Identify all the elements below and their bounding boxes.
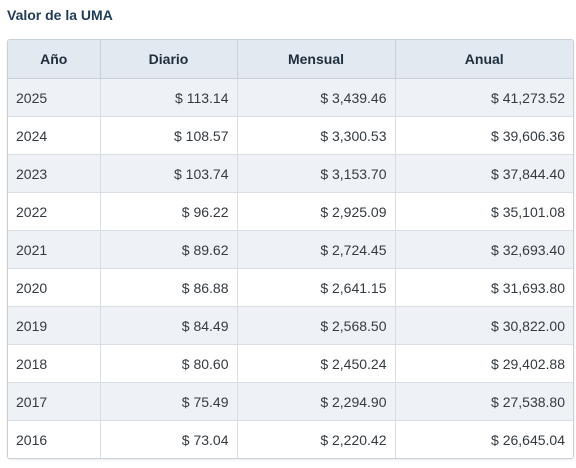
cell-year: 2022 bbox=[8, 192, 101, 231]
table-row: 2025 $ 113.14 $ 3,439.46 $ 41,273.52 bbox=[8, 78, 573, 117]
table-row: 2017 $ 75.49 $ 2,294.90 $ 27,538.80 bbox=[8, 382, 573, 421]
uma-table-container: Año Diario Mensual Anual 2025 $ 113.14 $… bbox=[7, 39, 574, 459]
cell-year: 2018 bbox=[8, 344, 101, 383]
cell-annual: $ 27,538.80 bbox=[395, 382, 573, 421]
cell-daily: $ 103.74 bbox=[100, 154, 238, 193]
table-row: 2023 $ 103.74 $ 3,153.70 $ 37,844.40 bbox=[8, 154, 573, 193]
cell-annual: $ 37,844.40 bbox=[395, 154, 573, 193]
cell-monthly: $ 2,450.24 bbox=[237, 344, 396, 383]
cell-year: 2017 bbox=[8, 382, 101, 421]
uma-table: Año Diario Mensual Anual 2025 $ 113.14 $… bbox=[8, 40, 573, 458]
table-row: 2022 $ 96.22 $ 2,925.09 $ 35,101.08 bbox=[8, 192, 573, 231]
page-title: Valor de la UMA bbox=[7, 7, 113, 23]
cell-year: 2020 bbox=[8, 268, 101, 307]
cell-annual: $ 29,402.88 bbox=[395, 344, 573, 383]
table-row: 2024 $ 108.57 $ 3,300.53 $ 39,606.36 bbox=[8, 116, 573, 155]
cell-daily: $ 86.88 bbox=[100, 268, 238, 307]
table-row: 2019 $ 84.49 $ 2,568.50 $ 30,822.00 bbox=[8, 306, 573, 345]
cell-annual: $ 32,693.40 bbox=[395, 230, 573, 269]
cell-monthly: $ 2,220.42 bbox=[237, 420, 396, 458]
header-annual: Anual bbox=[395, 40, 573, 79]
cell-year: 2025 bbox=[8, 78, 101, 117]
cell-annual: $ 30,822.00 bbox=[395, 306, 573, 345]
table-header: Año Diario Mensual Anual bbox=[8, 40, 573, 79]
cell-daily: $ 113.14 bbox=[100, 78, 238, 117]
cell-monthly: $ 2,925.09 bbox=[237, 192, 396, 231]
cell-year: 2019 bbox=[8, 306, 101, 345]
cell-daily: $ 73.04 bbox=[100, 420, 238, 458]
table-body: 2025 $ 113.14 $ 3,439.46 $ 41,273.52 202… bbox=[8, 78, 573, 458]
cell-year: 2023 bbox=[8, 154, 101, 193]
cell-daily: $ 108.57 bbox=[100, 116, 238, 155]
cell-year: 2021 bbox=[8, 230, 101, 269]
cell-annual: $ 31,693.80 bbox=[395, 268, 573, 307]
cell-monthly: $ 3,439.46 bbox=[237, 78, 396, 117]
header-daily: Diario bbox=[100, 40, 238, 79]
cell-monthly: $ 2,641.15 bbox=[237, 268, 396, 307]
cell-annual: $ 39,606.36 bbox=[395, 116, 573, 155]
table-row: 2018 $ 80.60 $ 2,450.24 $ 29,402.88 bbox=[8, 344, 573, 383]
cell-annual: $ 35,101.08 bbox=[395, 192, 573, 231]
cell-daily: $ 80.60 bbox=[100, 344, 238, 383]
cell-monthly: $ 3,153.70 bbox=[237, 154, 396, 193]
cell-year: 2016 bbox=[8, 420, 101, 458]
cell-daily: $ 75.49 bbox=[100, 382, 238, 421]
cell-daily: $ 84.49 bbox=[100, 306, 238, 345]
cell-year: 2024 bbox=[8, 116, 101, 155]
cell-annual: $ 26,645.04 bbox=[395, 420, 573, 458]
cell-daily: $ 96.22 bbox=[100, 192, 238, 231]
header-monthly: Mensual bbox=[237, 40, 396, 79]
cell-annual: $ 41,273.52 bbox=[395, 78, 573, 117]
table-row: 2016 $ 73.04 $ 2,220.42 $ 26,645.04 bbox=[8, 420, 573, 458]
cell-monthly: $ 2,294.90 bbox=[237, 382, 396, 421]
header-year: Año bbox=[8, 40, 101, 79]
cell-daily: $ 89.62 bbox=[100, 230, 238, 269]
cell-monthly: $ 2,568.50 bbox=[237, 306, 396, 345]
cell-monthly: $ 3,300.53 bbox=[237, 116, 396, 155]
table-row: 2020 $ 86.88 $ 2,641.15 $ 31,693.80 bbox=[8, 268, 573, 307]
cell-monthly: $ 2,724.45 bbox=[237, 230, 396, 269]
header-row: Año Diario Mensual Anual bbox=[8, 40, 573, 79]
table-row: 2021 $ 89.62 $ 2,724.45 $ 32,693.40 bbox=[8, 230, 573, 269]
